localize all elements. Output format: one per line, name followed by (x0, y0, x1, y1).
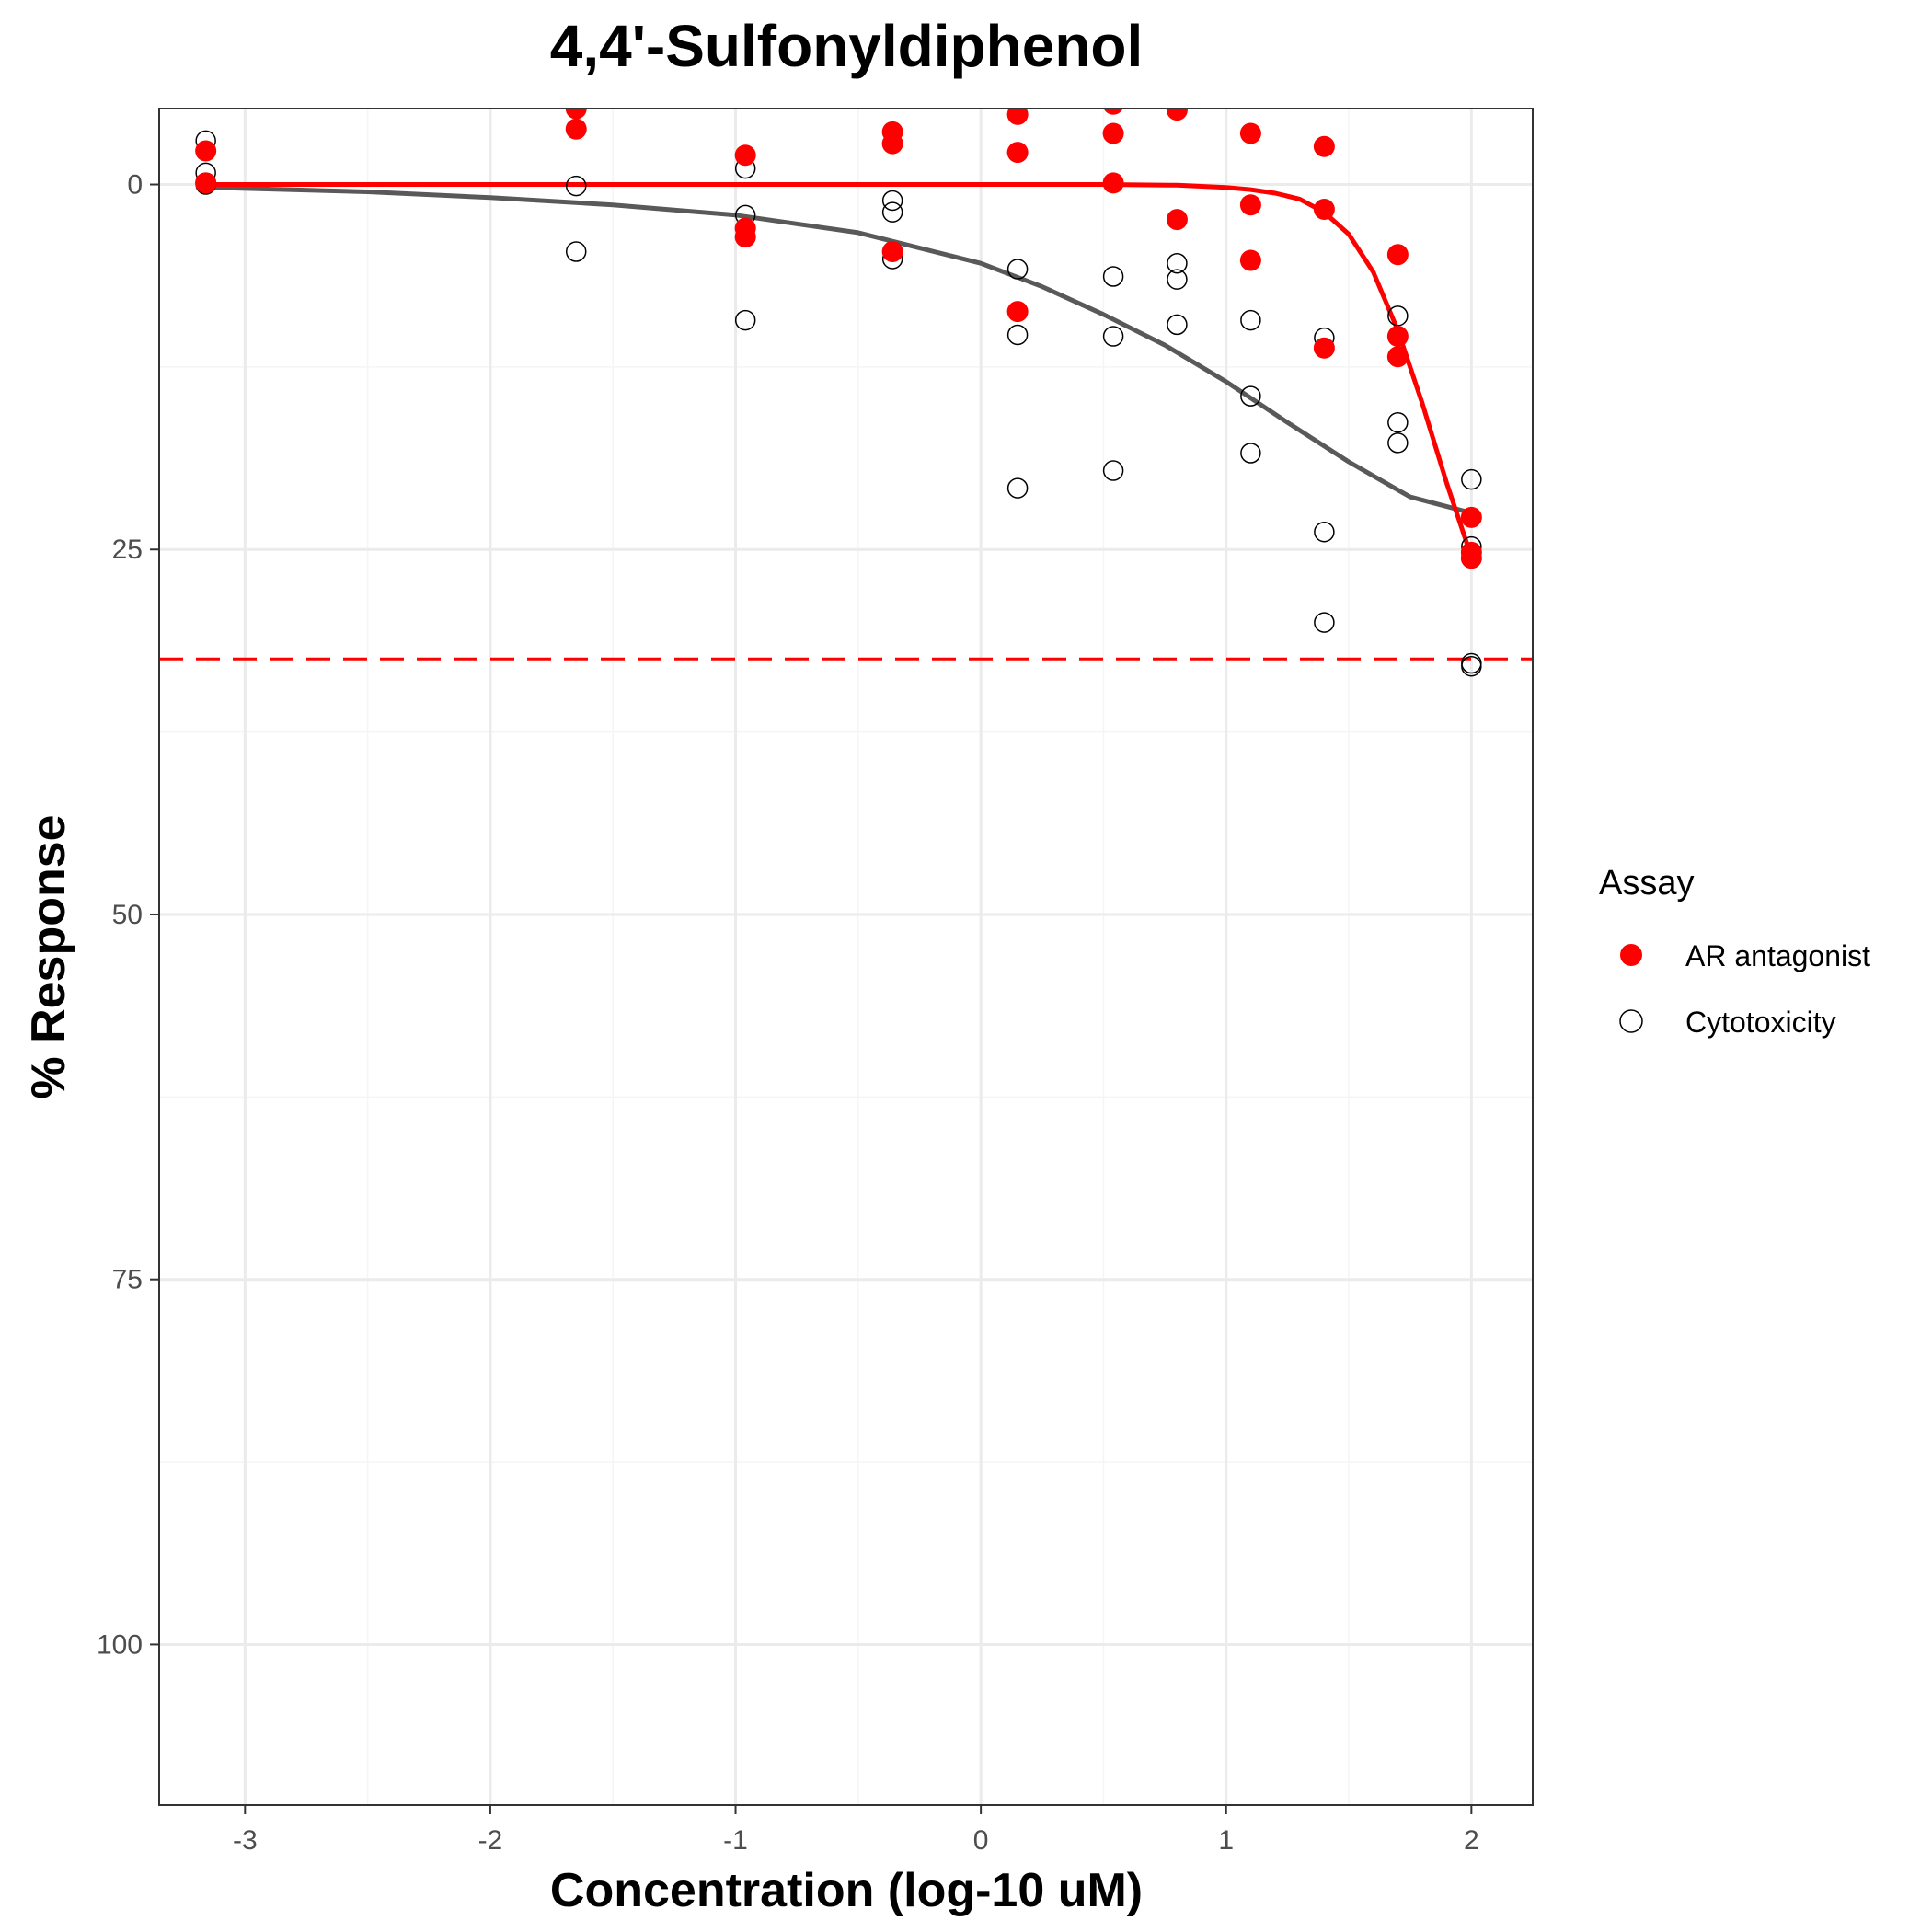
cytotoxicity-point (1461, 468, 1482, 490)
ar-antagonist-point (1102, 172, 1124, 194)
ar-antagonist-point (1239, 122, 1261, 144)
cytotoxicity-point (1387, 432, 1409, 454)
ar-antagonist-point (565, 118, 587, 140)
y-tick-label: 75 (112, 1265, 143, 1295)
x-tick-label: 0 (973, 1825, 989, 1856)
x-tick-label: -2 (478, 1825, 503, 1856)
legend-key-ar-antagonist (1620, 944, 1642, 966)
cytotoxicity-point (1314, 521, 1335, 543)
cytotoxicity-point (881, 201, 903, 223)
minor-gridlines (159, 109, 1533, 1805)
legend-label-ar-antagonist: AR antagonist (1685, 939, 1870, 972)
cytotoxicity-point (1006, 324, 1029, 346)
cytotoxicity-point (1102, 326, 1124, 347)
y-axis-title: % Response (22, 814, 75, 1098)
legend: Assay AR antagonist Cytotoxicity (1599, 864, 1870, 1039)
cytotoxicity-point (1240, 443, 1261, 464)
ar-antagonist-point (881, 241, 903, 263)
x-tick-label: -1 (723, 1825, 748, 1856)
ar-antagonist-point (1239, 249, 1261, 271)
cytotoxicity-point (734, 309, 756, 331)
ar-antagonist-point (1460, 506, 1482, 528)
ar-antagonist-point (1166, 109, 1188, 121)
ar-antagonist-point (734, 144, 756, 167)
x-tick-label: -3 (233, 1825, 258, 1856)
y-axis-ticks: 0 25 50 75 100 (97, 170, 159, 1660)
ar-antagonist-point (195, 140, 217, 162)
cytotoxicity-point (1240, 309, 1261, 331)
x-axis-title: Concentration (log-10 uM) (550, 1864, 1143, 1917)
ar-antagonist-point (1386, 244, 1409, 266)
legend-title: Assay (1599, 864, 1694, 903)
cytotoxicity-point (881, 190, 903, 212)
ar-antagonist-point (1386, 346, 1409, 368)
cytotoxicity-point (565, 175, 587, 197)
y-tick-label: 100 (97, 1629, 143, 1660)
cytotoxicity-point (1102, 266, 1124, 287)
ar-antagonist-point (1460, 547, 1482, 569)
ar-antagonist-point (734, 226, 756, 248)
cytotoxicity-point (1167, 269, 1188, 290)
cytotoxicity-point (1387, 305, 1409, 327)
cytotoxicity-point (1240, 385, 1261, 407)
cytotoxicity-fit-curve (203, 185, 1474, 516)
y-tick-label: 50 (112, 900, 143, 930)
cytotoxicity-point (1461, 655, 1482, 677)
ar-antagonist-point (1006, 142, 1029, 164)
x-axis-ticks: -3 -2 -1 0 1 2 (233, 1805, 1479, 1856)
legend-label-cytotoxicity: Cytotoxicity (1685, 1006, 1836, 1039)
ar-antagonist-point (1313, 337, 1335, 359)
x-tick-label: 2 (1464, 1825, 1479, 1856)
ar-antagonist-point (1006, 109, 1029, 125)
ar-antagonist-point (195, 172, 217, 194)
ar-antagonist-point (1313, 135, 1335, 157)
chart-title: 4,4'-Sulfonyldiphenol (550, 13, 1144, 79)
ar-antagonist-point (1006, 301, 1029, 323)
ar-antagonist-point (1103, 109, 1123, 115)
ar-antagonist-point (1313, 198, 1335, 220)
ar-antagonist-point (565, 109, 587, 120)
cytotoxicity-point (565, 241, 587, 262)
data-points (195, 109, 1482, 677)
x-tick-label: 1 (1218, 1825, 1234, 1856)
ar-antagonist-point (881, 132, 903, 155)
cytotoxicity-point (1387, 411, 1409, 433)
cytotoxicity-point (1167, 252, 1188, 274)
cytotoxicity-point (1314, 612, 1335, 633)
cytotoxicity-point (1102, 460, 1124, 481)
ar-antagonist-point (1166, 209, 1188, 231)
major-gridlines (159, 109, 1533, 1805)
legend-key-cytotoxicity (1619, 1009, 1643, 1033)
panel-border (158, 108, 1534, 1806)
ar-antagonist-point (1102, 122, 1124, 144)
cytotoxicity-point (1167, 314, 1188, 336)
ar-antagonist-point (1239, 194, 1261, 216)
ar-antagonist-point (1386, 326, 1409, 348)
cytotoxicity-point (1006, 259, 1029, 280)
y-tick-label: 0 (127, 170, 143, 201)
cytotoxicity-point (1006, 477, 1029, 499)
y-tick-label: 25 (112, 535, 143, 565)
